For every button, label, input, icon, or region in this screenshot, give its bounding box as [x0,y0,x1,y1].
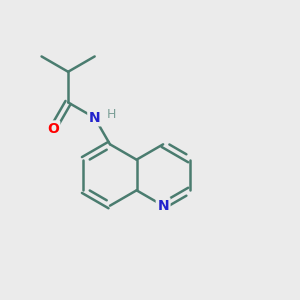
Text: H: H [107,108,116,121]
Text: N: N [89,111,100,125]
Text: O: O [47,122,59,136]
Text: N: N [157,199,169,213]
